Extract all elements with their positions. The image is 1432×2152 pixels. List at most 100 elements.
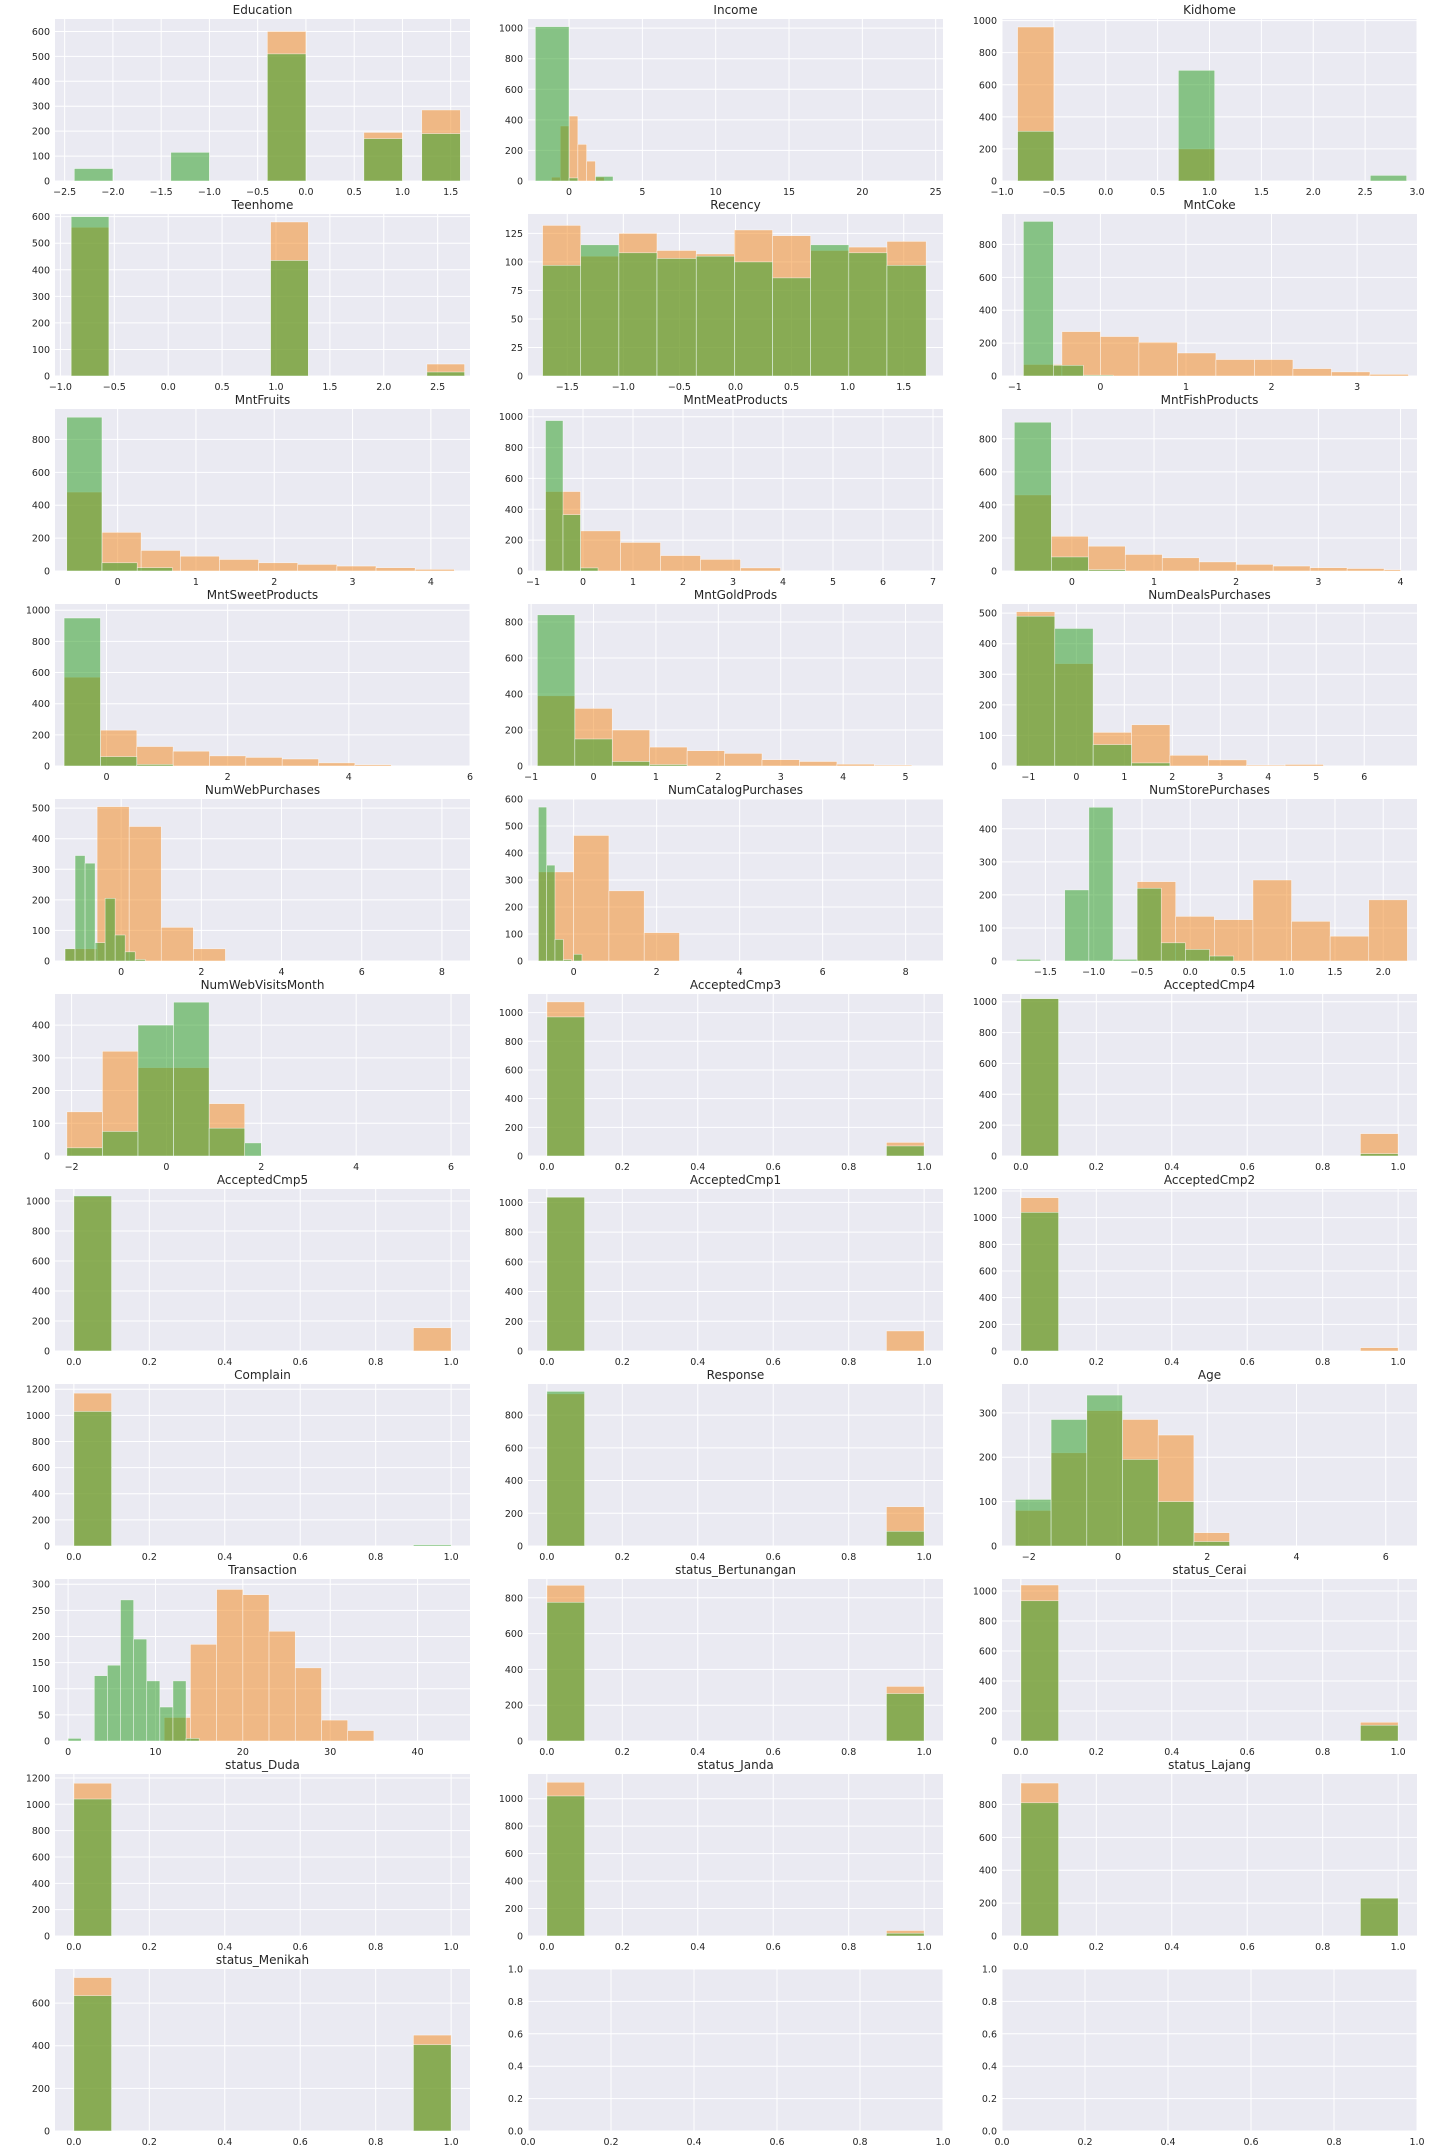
y-tick-label: 200	[979, 1121, 997, 1132]
panel-title: AcceptedCmp4	[1164, 978, 1255, 992]
histogram-bar-orange	[1086, 1410, 1123, 1547]
x-tick-label: 0.8	[1315, 1747, 1330, 1758]
y-tick-label: 1.0	[982, 1965, 997, 1976]
histogram-bar-orange	[101, 532, 142, 572]
plot-area	[528, 214, 943, 376]
y-tick-label: 200	[505, 1509, 523, 1520]
histogram-bar-green	[421, 133, 461, 182]
histogram-bar-orange	[297, 564, 338, 572]
histogram-bar-orange	[73, 1392, 112, 1547]
x-tick-label: 8	[439, 967, 445, 978]
histogram-bar-orange	[140, 550, 181, 572]
y-tick-label: 100	[505, 930, 523, 941]
histogram-bar-orange	[294, 1667, 322, 1742]
x-tick-label: 0.4	[217, 1552, 232, 1563]
x-tick-label: 2	[258, 1162, 264, 1173]
histogram-bar-green	[1122, 1459, 1159, 1547]
y-tick-label: 75	[511, 286, 523, 297]
histogram-bar-green	[573, 953, 583, 962]
x-tick-label: 1.0	[1391, 1357, 1406, 1368]
y-tick-label: 800	[979, 1028, 997, 1039]
panel-title: MntSweetProducts	[207, 588, 318, 602]
histogram-bar-orange	[886, 1506, 925, 1547]
plot-area	[55, 1969, 470, 2131]
x-tick-label: 7	[930, 577, 936, 588]
y-tick-label: 0	[517, 1542, 523, 1553]
histogram-bar-orange	[761, 759, 800, 767]
histogram-bar-orange	[886, 1142, 925, 1157]
x-tick-label: 0.6	[766, 1552, 781, 1563]
x-tick-label: 15	[783, 187, 795, 198]
x-tick-label: 0.8	[368, 1357, 383, 1368]
x-tick-label: 2	[271, 577, 277, 588]
y-tick-label: 400	[979, 500, 997, 511]
y-tick-label: 100	[979, 1497, 997, 1508]
x-tick-label: 1.0	[444, 1942, 459, 1953]
histogram-bar-green	[649, 764, 688, 767]
x-tick-label: 0.2	[1089, 1747, 1104, 1758]
y-tick-label: 500	[32, 52, 50, 63]
histogram-bar-orange	[426, 363, 465, 377]
y-tick-label: 300	[979, 857, 997, 868]
histogram-bar-orange	[1329, 935, 1370, 962]
histogram-bar-green	[1020, 1802, 1059, 1937]
x-tick-label: 0.2	[142, 1552, 157, 1563]
histogram-bar-green	[70, 216, 110, 377]
histogram-bar-orange	[580, 530, 621, 572]
y-tick-label: 800	[979, 240, 997, 251]
histogram-bar-green	[1160, 942, 1186, 962]
plot-area	[1002, 604, 1417, 766]
histogram-bar-green	[1082, 374, 1114, 377]
x-tick-label: 5	[830, 577, 836, 588]
y-tick-label: 800	[505, 443, 523, 454]
histogram-bar-green	[73, 1995, 112, 2132]
y-tick-label: 0	[44, 1737, 50, 1748]
x-tick-label: 0.5	[1150, 187, 1165, 198]
histogram-bar-orange	[1016, 611, 1056, 767]
histogram-bar-orange	[1136, 881, 1177, 962]
y-tick-label: 400	[32, 1879, 50, 1890]
histogram-bar-orange	[1331, 371, 1371, 377]
x-tick-label: 2	[198, 967, 204, 978]
histogram-bar-orange	[810, 250, 850, 377]
y-tick-label: 200	[979, 1320, 997, 1331]
histogram-bar-orange	[546, 1001, 585, 1157]
y-tick-label: 400	[505, 1877, 523, 1888]
histogram-bar-orange	[724, 753, 763, 767]
histogram-bar-green	[1088, 806, 1114, 962]
panel-title: status_Janda	[697, 1758, 773, 1772]
x-tick-label: 0.6	[766, 1162, 781, 1173]
histogram-bar-orange	[1272, 565, 1311, 572]
y-tick-label: 0	[44, 2127, 50, 2138]
histogram-bar-orange	[258, 562, 299, 572]
histogram-bar-orange	[546, 1584, 585, 1742]
x-tick-label: 0.6	[293, 1942, 308, 1953]
panel-title: AcceptedCmp1	[690, 1173, 781, 1187]
histogram-bar-orange	[1369, 374, 1409, 377]
x-tick-label: 1.0	[395, 187, 410, 198]
x-tick-label: 0.5	[784, 382, 799, 393]
histogram-bar-orange	[1383, 569, 1401, 572]
histogram-bar-green	[537, 614, 576, 767]
histogram-bar-green	[1360, 1724, 1399, 1742]
histogram-bar-green	[208, 1127, 246, 1157]
histogram-bar-orange	[1368, 899, 1408, 962]
histogram-bar-orange	[1122, 1419, 1159, 1547]
histogram-bar-green	[413, 1544, 452, 1547]
histogram-bar-green	[535, 26, 570, 182]
histogram-bar-green	[74, 168, 114, 182]
y-tick-label: 200	[32, 730, 50, 741]
x-tick-label: 4	[353, 1162, 359, 1173]
histogram-bar-green	[1209, 955, 1234, 962]
y-tick-label: 0	[44, 762, 50, 773]
y-tick-label: 800	[32, 1437, 50, 1448]
histogram-bar-green	[546, 864, 556, 962]
histogram-bar-green	[107, 1664, 121, 1742]
